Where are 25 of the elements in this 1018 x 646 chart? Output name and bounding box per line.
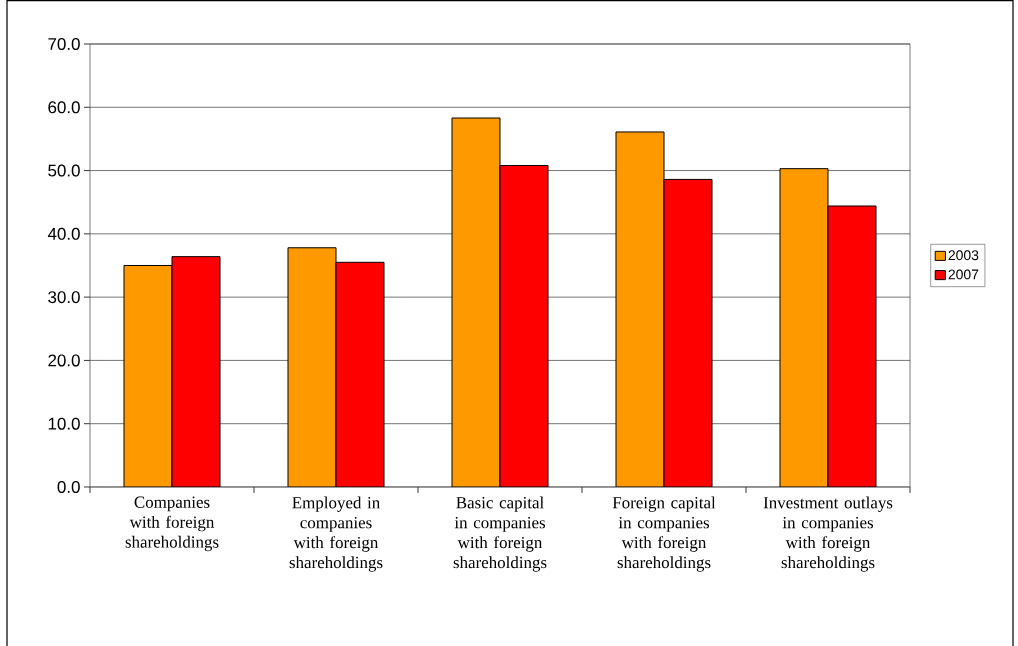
bar (499, 164, 549, 487)
bar (779, 168, 829, 487)
y-tick-label: 70.0 (48, 37, 80, 50)
y-tick-label: 60.0 (48, 101, 80, 114)
bar (827, 205, 877, 487)
y-tick-label: 20.0 (48, 354, 80, 367)
bar (171, 256, 221, 487)
bar (335, 261, 385, 487)
x-tick-label: Employed in companies with foreign shareholdings (289, 496, 383, 572)
y-tick-label: 50.0 (48, 164, 80, 177)
bar (287, 247, 337, 487)
y-tick-label: 30.0 (48, 291, 80, 304)
legend-label: 2007 (948, 269, 979, 280)
bar (663, 178, 713, 487)
legend-label: 2003 (948, 250, 979, 261)
y-tick-label: 10.0 (48, 417, 80, 430)
x-tick-label: Companies with foreign shareholdings (125, 496, 219, 552)
y-tick-label: 40.0 (47, 227, 80, 240)
x-tick-label: Basic capital in companies with foreign shareholdings (453, 496, 547, 572)
y-tick-label: 0.0 (57, 480, 80, 493)
bar (451, 117, 501, 487)
x-tick-label: Investment outlays in companies with foreign shareholdings (763, 496, 893, 572)
bar (123, 264, 173, 487)
x-tick-label: Foreign capital in companies with foreign shareholdings (612, 496, 716, 572)
bar (615, 131, 665, 487)
